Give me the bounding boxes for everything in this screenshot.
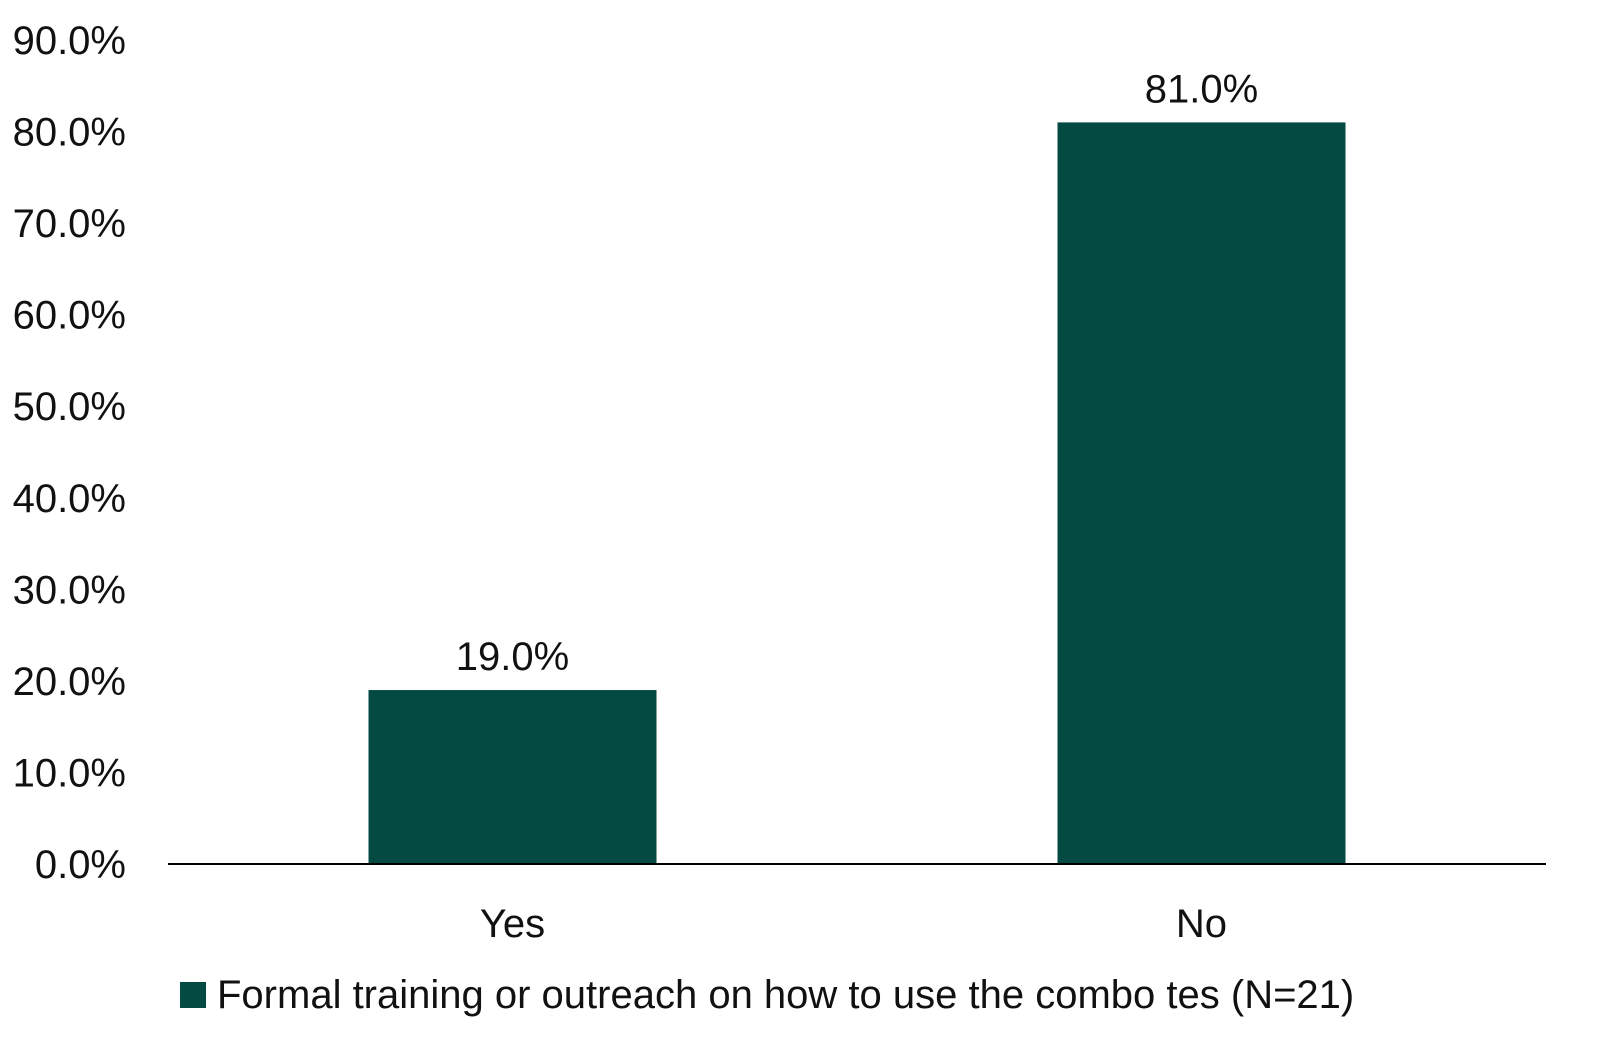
legend-swatch xyxy=(180,982,206,1008)
y-tick-label: 90.0% xyxy=(13,19,126,63)
category-label-no: No xyxy=(1176,902,1227,946)
y-tick-label: 80.0% xyxy=(13,111,126,155)
y-tick-label: 40.0% xyxy=(13,477,126,521)
data-label-no: 81.0% xyxy=(1145,67,1258,111)
y-tick-label: 0.0% xyxy=(35,843,126,887)
x-axis-category-labels: Yes No xyxy=(480,902,1227,946)
y-tick-label: 10.0% xyxy=(13,751,126,795)
y-tick-label: 70.0% xyxy=(13,202,126,246)
y-tick-label: 30.0% xyxy=(13,568,126,612)
y-axis-tick-labels: 0.0% 10.0% 20.0% 30.0% 40.0% 50.0% 60.0% 70.0% 8… xyxy=(13,19,126,887)
bars xyxy=(368,122,1346,864)
bar-yes xyxy=(368,690,657,864)
y-tick-label: 50.0% xyxy=(13,385,126,429)
category-label-yes: Yes xyxy=(480,902,545,946)
bar-no xyxy=(1057,122,1346,864)
legend: Formal training or outreach on how to us… xyxy=(180,973,1354,1017)
data-labels: 19.0% 81.0% xyxy=(456,67,1258,679)
y-tick-label: 20.0% xyxy=(13,660,126,704)
y-tick-label: 60.0% xyxy=(13,294,126,338)
data-label-yes: 19.0% xyxy=(456,635,569,679)
legend-label: Formal training or outreach on how to us… xyxy=(217,973,1354,1017)
